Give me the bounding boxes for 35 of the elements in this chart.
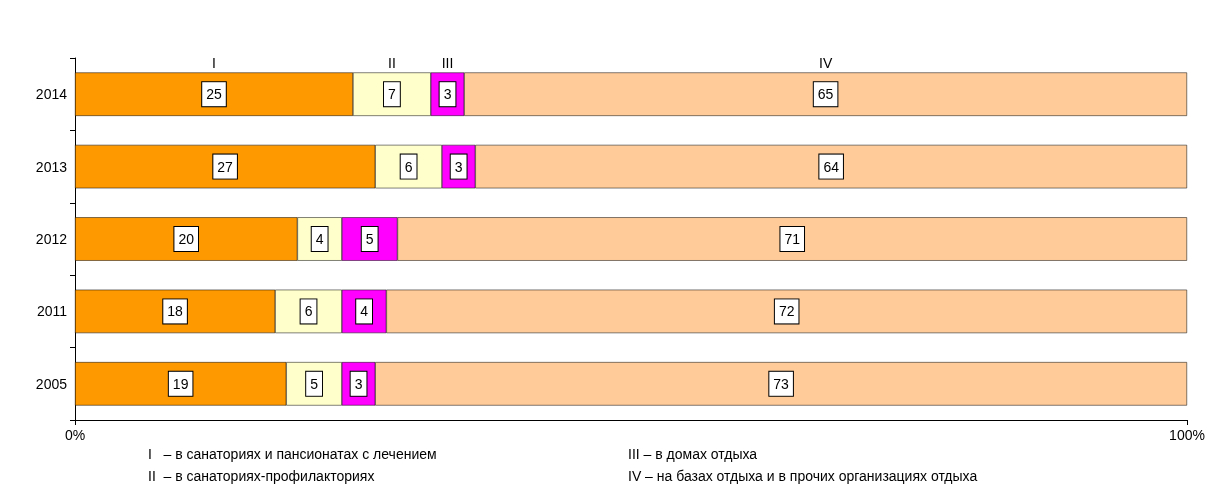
data-label: 73 [773, 375, 790, 392]
data-label: 5 [310, 375, 319, 392]
data-label: 7 [388, 86, 397, 103]
series-label: I [212, 55, 216, 72]
data-label: 4 [315, 231, 324, 247]
text: IV – на базах отдыха и в прочих организациях отдыха [628, 468, 978, 484]
series-label: IV [818, 55, 833, 72]
y-tick-label: 2011 [36, 303, 68, 320]
data-label: 3 [443, 86, 452, 103]
y-tick-label: 2013 [35, 158, 68, 175]
data-label: 5 [365, 231, 374, 247]
data-label: 18 [167, 303, 184, 320]
y-tick-label: 2005 [35, 375, 68, 392]
text: I – в санаториях и пансионатах с лечением [148, 446, 437, 462]
data-label: 3 [454, 158, 463, 175]
data-label: 19 [172, 375, 189, 392]
data-label: 6 [404, 158, 413, 175]
x-tick-label: 0% [64, 427, 86, 443]
data-label: 72 [778, 303, 795, 320]
data-label: 71 [784, 231, 801, 247]
series-label: III [441, 55, 454, 72]
data-label: 3 [354, 375, 363, 392]
data-label: 6 [304, 303, 313, 320]
y-tick-label: 2014 [35, 86, 68, 103]
data-label: 64 [823, 158, 840, 175]
data-label: 65 [817, 86, 834, 103]
series-label: II [388, 55, 396, 72]
data-label: 25 [206, 86, 222, 103]
text: II – в санаториях-профилакториях [148, 468, 375, 484]
y-tick-label: 2012 [35, 231, 68, 247]
data-label: 27 [217, 158, 234, 175]
text: III – в домах отдыха [628, 446, 758, 462]
data-label: 4 [360, 303, 369, 320]
data-label: 20 [178, 231, 195, 247]
x-tick-label: 100% [1169, 427, 1205, 443]
